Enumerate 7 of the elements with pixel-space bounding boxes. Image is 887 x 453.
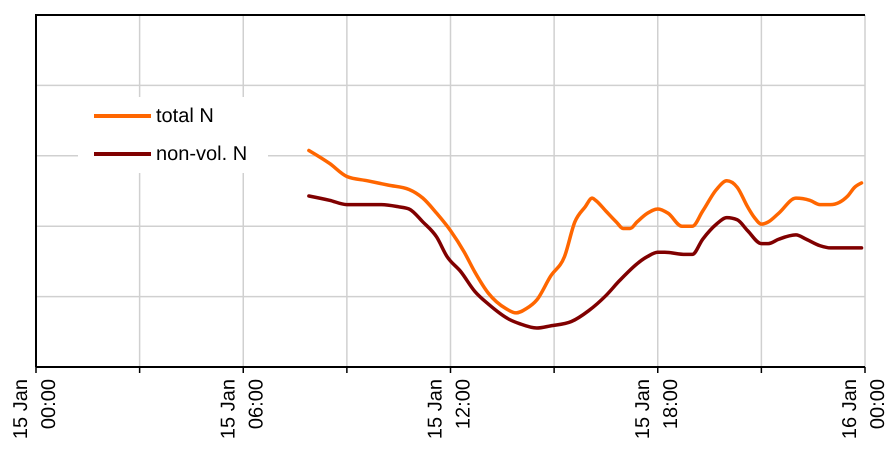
x-tick-label: 15 Jan 18:00 — [632, 379, 682, 440]
x-tick-label: 15 Jan 00:00 — [10, 379, 60, 440]
x-tick-label: 15 Jan 12:00 — [424, 379, 474, 440]
x-tick-label: 16 Jan 00:00 — [839, 379, 887, 440]
legend-label: non-vol. N — [156, 142, 248, 166]
x-tick-label: 15 Jan 06:00 — [217, 379, 268, 440]
legend-label: total N — [156, 104, 214, 128]
